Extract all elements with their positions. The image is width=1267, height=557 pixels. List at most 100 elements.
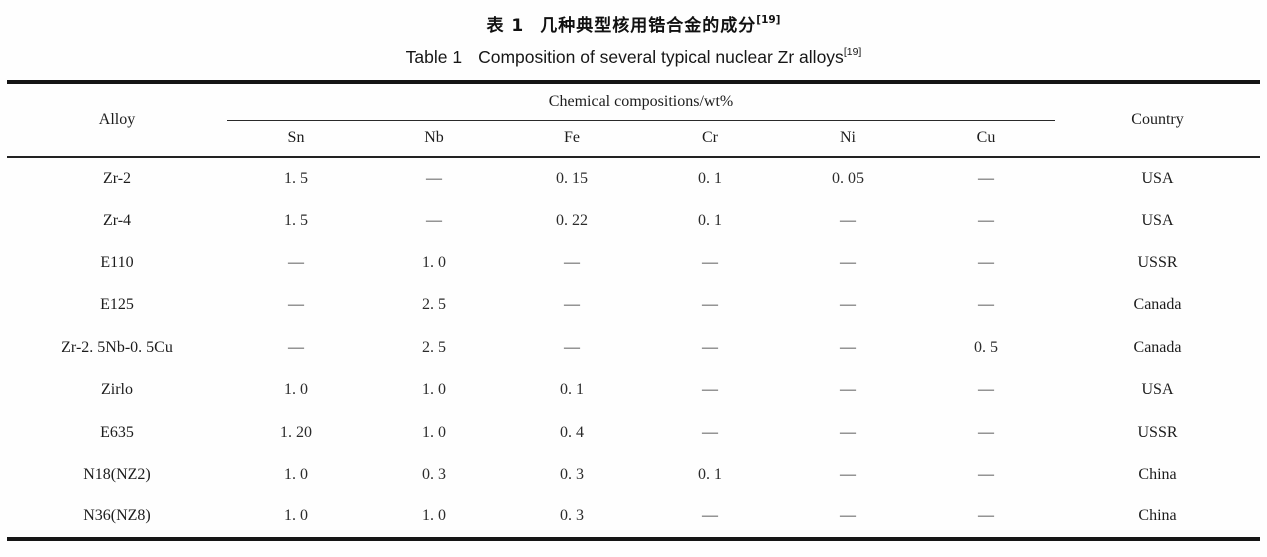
- table-title-en: Composition of several typical nuclear Z…: [478, 47, 844, 67]
- value-cell: —: [426, 169, 442, 187]
- value-cell: 1. 5: [284, 211, 308, 229]
- alloy-cell: E635: [100, 423, 134, 441]
- value-cell: —: [978, 507, 994, 525]
- value-cell: 1. 0: [284, 507, 308, 525]
- alloy-cell: Zr-2. 5Nb-0. 5Cu: [61, 338, 173, 356]
- value-cell: 1. 0: [422, 253, 446, 271]
- table-body: Zr-2 1. 5 — 0. 15 0. 1 0. 05 — USA Zr-4 …: [7, 157, 1260, 539]
- country-cell: USSR: [1137, 253, 1178, 271]
- alloy-cell: E110: [100, 253, 134, 271]
- value-cell: 2. 5: [422, 296, 446, 314]
- alloy-cell: Zirlo: [101, 381, 133, 399]
- header-cell-element-cr: Cr: [702, 129, 718, 147]
- table-row: E635 1. 20 1. 0 0. 4 — — — USSR: [7, 411, 1260, 453]
- table-row: Zr-2 1. 5 — 0. 15 0. 1 0. 05 — USA: [7, 157, 1260, 199]
- country-cell: USA: [1141, 169, 1174, 187]
- value-cell: —: [978, 296, 994, 314]
- value-cell: —: [840, 423, 856, 441]
- header-cell-element-ni: Ni: [840, 129, 856, 147]
- table-row: Zirlo 1. 0 1. 0 0. 1 — — — USA: [7, 369, 1260, 411]
- value-cell: —: [978, 211, 994, 229]
- alloy-cell: Zr-4: [102, 211, 132, 229]
- table-row: E125 — 2. 5 — — — — Canada: [7, 284, 1260, 326]
- table-caption-english: Table 1 Composition of several typical nu…: [0, 46, 1267, 68]
- value-cell: —: [840, 507, 856, 525]
- value-cell: 0. 1: [698, 169, 722, 187]
- value-cell: —: [702, 296, 718, 314]
- table-row: E110 — 1. 0 — — — — USSR: [7, 242, 1260, 284]
- value-cell: —: [426, 211, 442, 229]
- table-title-cn: 几种典型核用锆合金的成分: [540, 16, 757, 36]
- value-cell: 0. 1: [698, 465, 722, 483]
- country-cell: Canada: [1133, 296, 1182, 314]
- value-cell: —: [978, 253, 994, 271]
- value-cell: —: [840, 253, 856, 271]
- value-cell: 0. 15: [556, 169, 588, 187]
- value-cell: 0. 5: [974, 338, 998, 356]
- header-cell-element-fe: Fe: [564, 129, 580, 147]
- value-cell: 1. 0: [422, 507, 446, 525]
- value-cell: 1. 20: [280, 423, 312, 441]
- table-caption-chinese: 表 1 几种典型核用锆合金的成分[19]: [0, 0, 1267, 36]
- value-cell: 1. 0: [422, 423, 446, 441]
- value-cell: —: [978, 381, 994, 399]
- header-cell-element-sn: Sn: [287, 129, 305, 147]
- value-cell: 0. 1: [560, 381, 584, 399]
- reference-superscript-en: [19]: [843, 46, 862, 59]
- table-number-en: Table 1: [405, 47, 463, 67]
- value-cell: —: [564, 338, 580, 356]
- value-cell: —: [564, 296, 580, 314]
- value-cell: 0. 3: [422, 465, 446, 483]
- header-cell-element-cu: Cu: [976, 129, 996, 147]
- reference-superscript-cn: [19]: [756, 14, 781, 27]
- value-cell: —: [702, 338, 718, 356]
- alloy-cell: E125: [100, 296, 134, 314]
- table-row: Zr-4 1. 5 — 0. 22 0. 1 — — USA: [7, 199, 1260, 241]
- value-cell: —: [978, 423, 994, 441]
- value-cell: —: [702, 253, 718, 271]
- value-cell: —: [840, 465, 856, 483]
- value-cell: 0. 22: [556, 211, 588, 229]
- value-cell: 0. 3: [560, 465, 584, 483]
- value-cell: —: [840, 296, 856, 314]
- value-cell: —: [702, 381, 718, 399]
- header-cell-country: Country: [1131, 111, 1184, 128]
- value-cell: 1. 0: [284, 465, 308, 483]
- value-cell: 0. 3: [560, 507, 584, 525]
- country-cell: Canada: [1133, 338, 1182, 356]
- composition-table: Alloy Chemical compositions/wt% Country …: [7, 80, 1261, 541]
- header-cell-group: Chemical compositions/wt%: [227, 82, 1056, 121]
- country-cell: China: [1138, 507, 1177, 525]
- value-cell: —: [978, 465, 994, 483]
- value-cell: —: [288, 296, 304, 314]
- alloy-cell: N18(NZ2): [83, 465, 151, 483]
- value-cell: 1. 0: [422, 381, 446, 399]
- value-cell: —: [288, 253, 304, 271]
- header-cell-alloy: Alloy: [98, 111, 136, 128]
- country-cell: USA: [1141, 211, 1174, 229]
- country-cell: China: [1138, 465, 1177, 483]
- value-cell: —: [702, 423, 718, 441]
- value-cell: —: [702, 507, 718, 525]
- value-cell: —: [840, 381, 856, 399]
- value-cell: 1. 0: [284, 381, 308, 399]
- country-cell: USA: [1141, 381, 1174, 399]
- header-cell-element-nb: Nb: [424, 129, 444, 147]
- table-row: Zr-2. 5Nb-0. 5Cu — 2. 5 — — — 0. 5 Canad…: [7, 327, 1260, 369]
- value-cell: —: [288, 338, 304, 356]
- value-cell: 1. 5: [284, 169, 308, 187]
- table-number-cn: 表 1: [486, 16, 525, 36]
- value-cell: —: [564, 253, 580, 271]
- table-row: N36(NZ8) 1. 0 1. 0 0. 3 — — — China: [7, 496, 1260, 538]
- table-row: N18(NZ2) 1. 0 0. 3 0. 3 0. 1 — — China: [7, 454, 1260, 496]
- value-cell: —: [840, 338, 856, 356]
- value-cell: 0. 1: [698, 211, 722, 229]
- country-cell: USSR: [1137, 423, 1178, 441]
- value-cell: 0. 05: [832, 169, 864, 187]
- alloy-cell: N36(NZ8): [83, 507, 151, 525]
- value-cell: 2. 5: [422, 338, 446, 356]
- alloy-cell: Zr-2: [102, 169, 132, 187]
- value-cell: 0. 4: [560, 423, 584, 441]
- table-header: Alloy Chemical compositions/wt% Country …: [7, 82, 1261, 157]
